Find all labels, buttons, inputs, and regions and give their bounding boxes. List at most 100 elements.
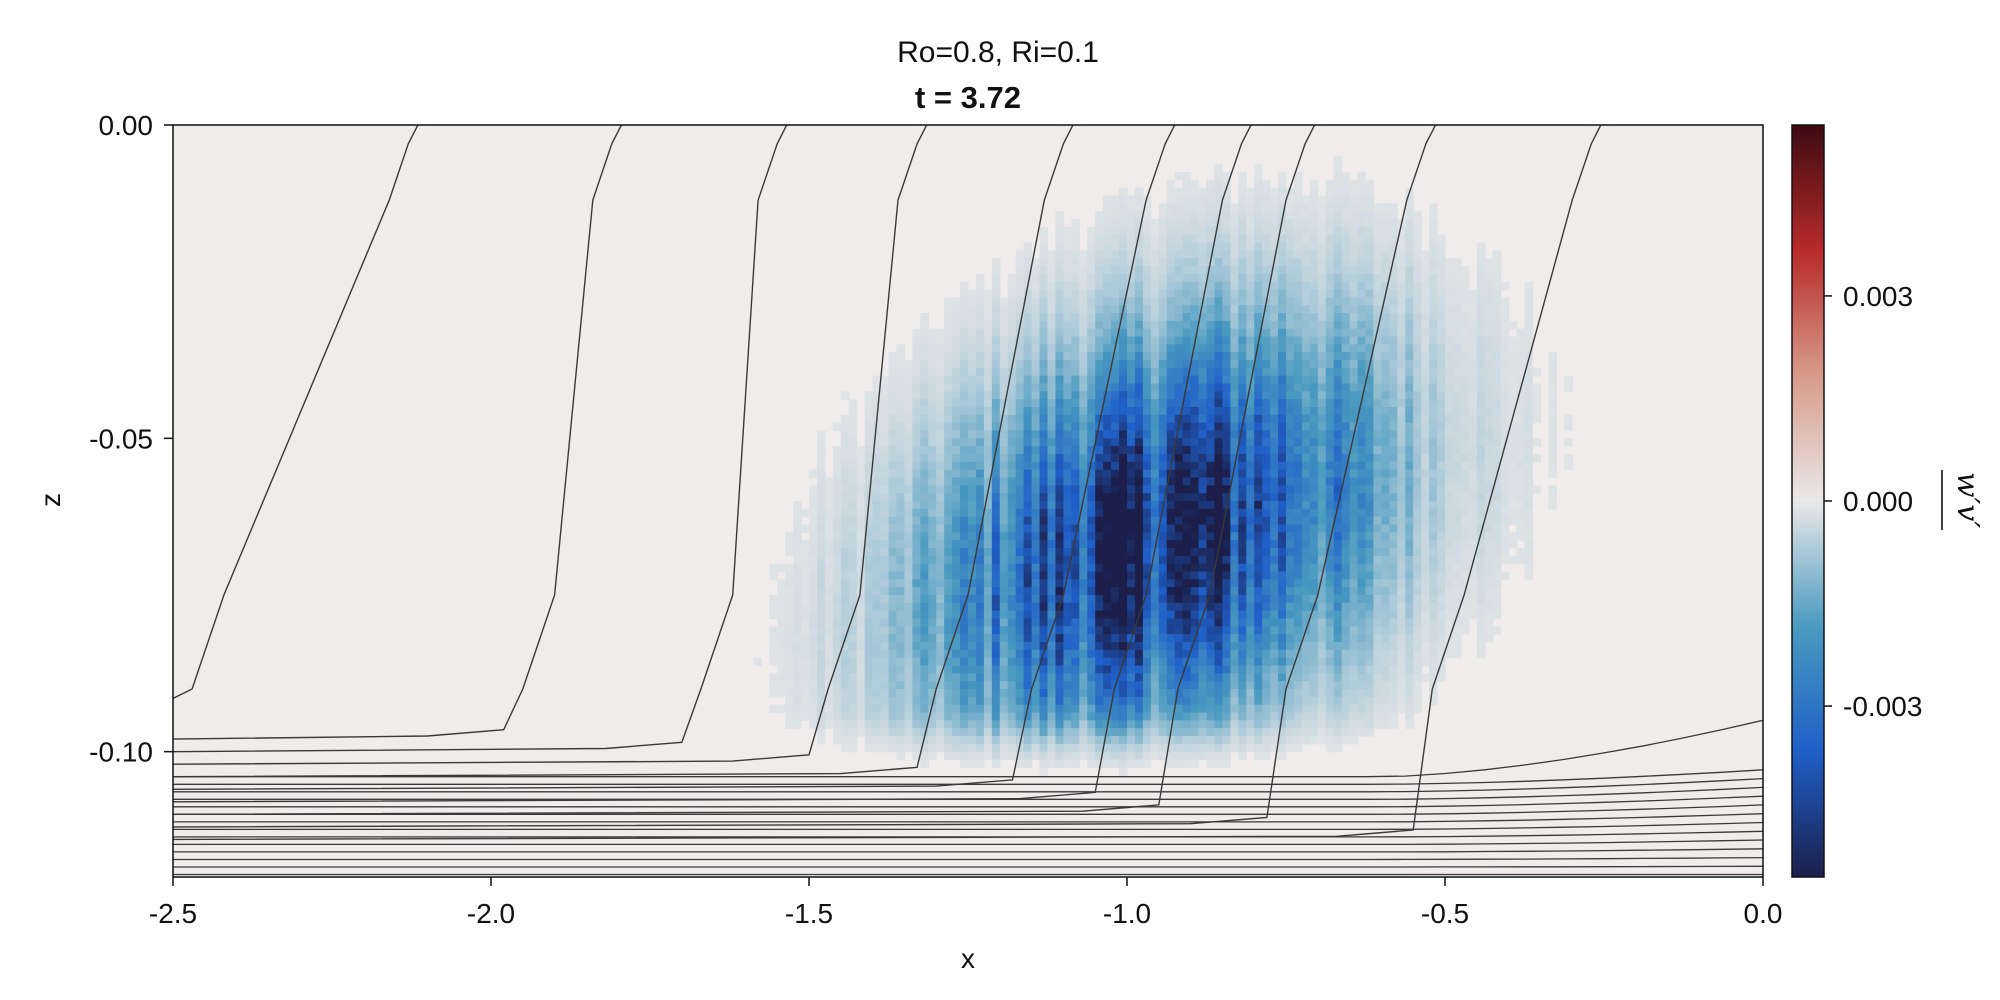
heatmap-cell <box>1301 548 1311 557</box>
heatmap-cell <box>1341 367 1351 377</box>
heatmap-cell <box>1119 602 1128 612</box>
heatmap-cell <box>1500 461 1510 471</box>
heatmap-cell <box>1484 360 1494 369</box>
heatmap-cell <box>999 626 1009 635</box>
heatmap-cell <box>777 657 786 667</box>
heatmap-cell <box>1460 602 1470 612</box>
heatmap-cell <box>1389 438 1398 447</box>
heatmap-cell <box>1548 461 1557 471</box>
heatmap-cell <box>1222 234 1231 244</box>
heatmap-cell <box>1071 258 1080 267</box>
heatmap-cell <box>1452 399 1462 408</box>
heatmap-cell <box>1103 320 1112 330</box>
heatmap-cell <box>1437 563 1446 573</box>
heatmap-cell <box>793 618 802 627</box>
heatmap-cell <box>1397 634 1406 643</box>
heatmap-cell <box>1270 352 1279 361</box>
heatmap-cell <box>1047 493 1057 502</box>
heatmap-cell <box>1087 485 1096 494</box>
heatmap-cell <box>1286 273 1295 283</box>
heatmap-cell <box>1206 516 1216 526</box>
heatmap-cell <box>1214 407 1223 416</box>
heatmap-cell <box>1039 289 1049 298</box>
heatmap-cell <box>1524 532 1534 541</box>
heatmap-cell <box>1007 587 1017 596</box>
heatmap-cell <box>1325 407 1335 416</box>
heatmap-cell <box>1301 618 1311 627</box>
heatmap-cell <box>872 610 882 620</box>
heatmap-cell <box>983 360 993 369</box>
heatmap-cell <box>991 642 1001 651</box>
heatmap-cell <box>1103 422 1112 432</box>
heatmap-cell <box>1349 242 1359 251</box>
heatmap-cell <box>896 493 905 502</box>
heatmap-cell <box>1389 642 1398 651</box>
heatmap-cell <box>1270 273 1279 283</box>
heatmap-cell <box>991 391 1001 400</box>
heatmap-cell <box>1341 375 1351 385</box>
heatmap-cell <box>1286 211 1295 220</box>
heatmap-cell <box>920 642 929 651</box>
heatmap-cell <box>1198 446 1208 455</box>
heatmap-cell <box>1222 297 1231 306</box>
heatmap-cell <box>1309 422 1319 432</box>
heatmap-cell <box>1214 203 1223 212</box>
heatmap-cell <box>1127 273 1136 283</box>
chart-title: t = 3.72 <box>915 80 1021 115</box>
heatmap-cell <box>1373 219 1382 228</box>
heatmap-cell <box>1492 548 1502 557</box>
heatmap-cell <box>960 383 969 392</box>
heatmap-cell <box>1516 407 1526 416</box>
heatmap-cell <box>1357 407 1367 416</box>
heatmap-cell <box>1087 352 1096 361</box>
heatmap-cell <box>1134 657 1144 667</box>
heatmap-cell <box>1103 367 1112 377</box>
heatmap-cell <box>1309 266 1319 275</box>
heatmap-cell <box>1063 407 1072 416</box>
heatmap-cell <box>1413 610 1422 620</box>
heatmap-cell <box>1127 587 1136 596</box>
heatmap-cell <box>1134 626 1144 635</box>
heatmap-cell <box>1039 375 1049 385</box>
heatmap-cell <box>896 642 905 651</box>
heatmap-cell <box>1476 383 1486 392</box>
heatmap-cell <box>1349 579 1359 588</box>
heatmap-cell <box>983 595 993 604</box>
heatmap-cell <box>1103 211 1112 220</box>
heatmap-cell <box>1373 610 1382 620</box>
heatmap-cell <box>1047 391 1057 400</box>
heatmap-cell <box>1460 281 1470 291</box>
heatmap-cell <box>904 516 913 526</box>
heatmap-cell <box>1389 454 1398 463</box>
heatmap-cell <box>975 399 985 408</box>
heatmap-cell <box>1293 430 1303 439</box>
heatmap-cell <box>1262 501 1271 510</box>
heatmap-cell <box>1476 461 1486 471</box>
heatmap-cell <box>944 375 953 385</box>
heatmap-cell <box>1071 626 1080 635</box>
heatmap-cell <box>1190 273 1200 283</box>
heatmap-cell <box>1397 242 1406 251</box>
heatmap-cell <box>1142 540 1152 549</box>
heatmap-cell <box>1119 407 1128 416</box>
heatmap-cell <box>1445 524 1454 533</box>
heatmap-cell <box>983 352 993 361</box>
heatmap-cell <box>872 657 882 667</box>
heatmap-cell <box>1230 477 1239 486</box>
heatmap-cell <box>1158 430 1168 439</box>
heatmap-cell <box>1023 469 1033 479</box>
heatmap-cell <box>1095 414 1104 424</box>
heatmap-cell <box>1071 336 1080 345</box>
heatmap-cell <box>1437 414 1446 424</box>
heatmap-cell <box>1198 383 1208 392</box>
heatmap-cell <box>1516 352 1526 361</box>
heatmap-cell <box>1119 673 1128 682</box>
heatmap-cell <box>1373 587 1382 596</box>
heatmap-cell <box>1437 234 1446 244</box>
heatmap-cell <box>1405 250 1414 259</box>
heatmap-cell <box>888 446 898 455</box>
heatmap-cell <box>920 391 929 400</box>
heatmap-cell <box>1325 195 1335 204</box>
heatmap-cell <box>1389 297 1398 306</box>
heatmap-cell <box>1246 571 1255 580</box>
